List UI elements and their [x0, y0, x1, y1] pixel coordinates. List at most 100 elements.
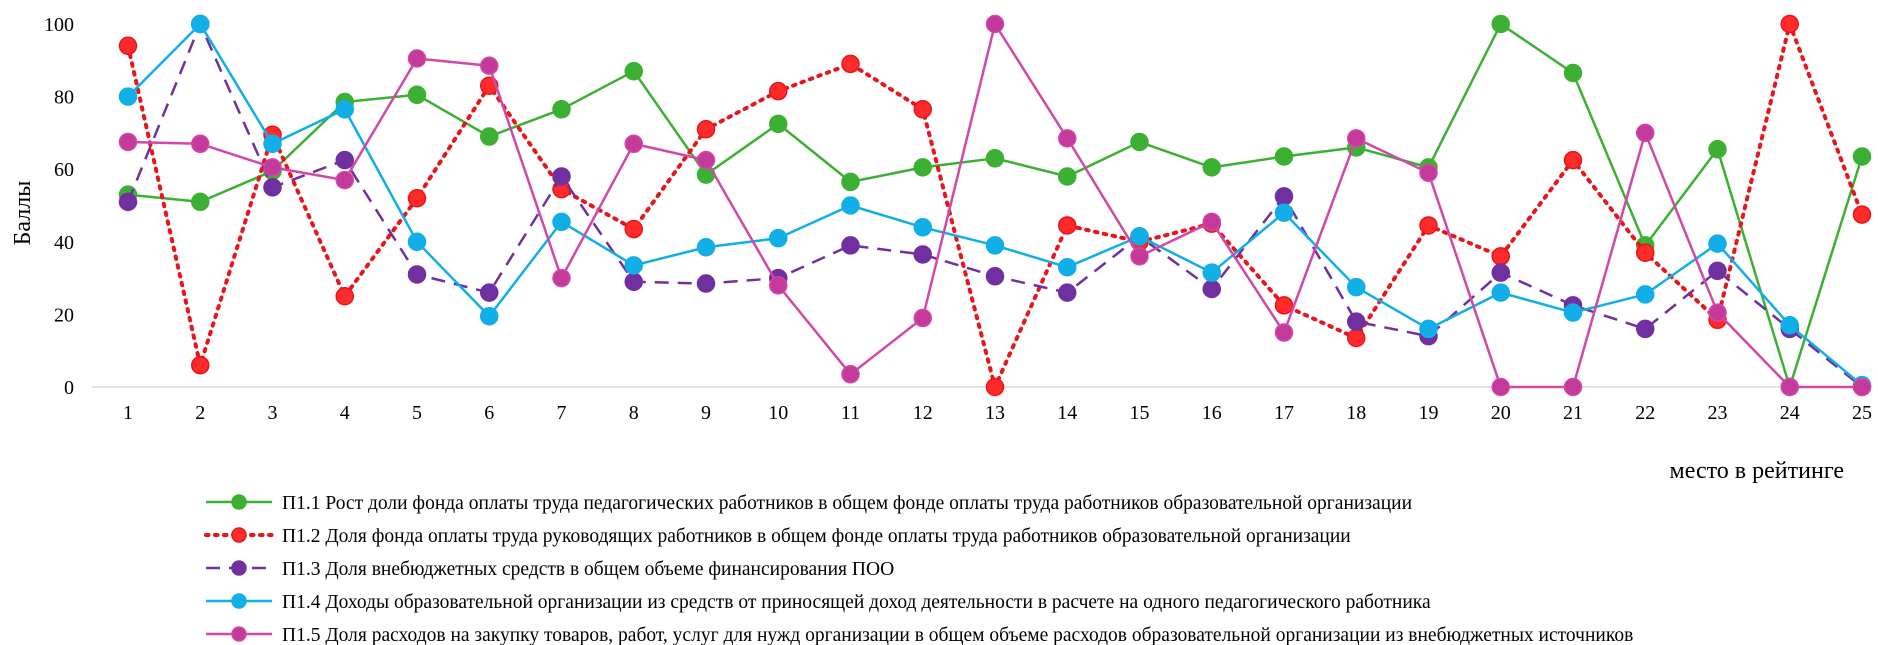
data-point	[696, 120, 716, 139]
plot-area	[92, 14, 1872, 397]
data-point	[985, 236, 1005, 255]
data-point	[191, 355, 210, 375]
data-point	[1130, 227, 1149, 246]
data-point	[335, 100, 354, 119]
data-point	[1274, 187, 1294, 206]
x-tick-label: 3	[268, 402, 278, 424]
x-tick-label: 6	[484, 402, 494, 424]
data-point	[1563, 303, 1583, 322]
series-line	[127, 22, 1864, 389]
data-point	[1708, 261, 1727, 281]
data-point	[1491, 263, 1510, 282]
x-tick-label: 16	[1202, 402, 1222, 424]
data-point	[552, 167, 571, 186]
data-point	[1491, 14, 1510, 34]
legend-label: П1.5 Доля расходов на закупку товаров, р…	[282, 625, 1633, 645]
data-point	[1274, 323, 1294, 342]
data-point	[118, 132, 138, 152]
legend-item: П1.2 Доля фонда оплаты труда руководящих…	[204, 526, 1351, 547]
data-point	[263, 158, 282, 177]
x-axis-title: место в рейтинге	[1670, 458, 1844, 484]
data-point	[1636, 123, 1655, 143]
x-tick-label: 2	[195, 402, 205, 424]
data-point	[1274, 147, 1294, 166]
data-point	[769, 114, 788, 134]
data-point	[335, 150, 354, 170]
x-tick-label: 10	[768, 402, 788, 424]
data-point	[1202, 279, 1221, 299]
x-tick-label: 19	[1419, 402, 1439, 424]
data-point	[841, 196, 860, 215]
series-5	[118, 14, 1872, 397]
data-point	[1636, 319, 1655, 339]
x-axis-ticks: 1 2 3 4 5 6 7 8 9 10 11 12 13 14 15 16 17 18 19 20 21 22 23 24 2…	[123, 402, 1872, 424]
data-point	[263, 134, 282, 154]
data-point	[1419, 216, 1438, 235]
series-line	[127, 22, 1862, 389]
legend-item: П1.4 Доходы образовательной организации …	[206, 592, 1431, 613]
data-point	[1058, 129, 1077, 148]
data-point	[769, 228, 788, 248]
data-point	[335, 170, 354, 190]
data-point	[1274, 203, 1294, 223]
x-tick-label: 23	[1708, 402, 1728, 424]
series-line	[126, 22, 1863, 388]
data-point	[480, 306, 499, 326]
data-point	[624, 134, 643, 154]
data-point	[335, 287, 354, 306]
x-tick-label: 24	[1780, 402, 1800, 424]
data-point	[1130, 132, 1149, 152]
data-point	[1274, 296, 1294, 315]
data-point	[1491, 247, 1510, 266]
data-point	[1347, 312, 1366, 331]
y-axis-ticks: 0 20 40 60 80 100	[44, 14, 74, 399]
data-point	[1563, 150, 1583, 170]
data-point	[1419, 319, 1438, 339]
x-tick-label: 4	[340, 402, 350, 424]
legend-label: П1.1 Рост доли фонда оплаты труда педаго…	[282, 493, 1412, 514]
data-point	[769, 81, 788, 101]
series-line	[126, 22, 1864, 389]
data-point	[696, 237, 716, 257]
x-tick-label: 21	[1563, 402, 1583, 424]
data-point	[1202, 263, 1221, 282]
data-point	[841, 236, 860, 255]
data-point	[985, 149, 1005, 168]
data-point	[552, 268, 571, 288]
data-point	[407, 265, 427, 284]
legend-item: П1.5 Доля расходов на закупку товаров, р…	[206, 625, 1633, 645]
data-point	[1780, 14, 1799, 34]
data-point	[407, 85, 427, 105]
data-point	[1202, 212, 1221, 232]
data-point	[1563, 63, 1583, 83]
x-tick-label: 17	[1274, 402, 1294, 424]
legend-marker	[231, 593, 247, 609]
data-point	[191, 134, 210, 154]
data-point	[1852, 147, 1872, 166]
x-tick-label: 18	[1346, 402, 1366, 424]
y-axis-title: Баллы	[10, 181, 36, 246]
y-tick-label: 40	[54, 232, 74, 254]
x-tick-label: 11	[841, 402, 860, 424]
x-tick-label: 9	[701, 402, 711, 424]
x-tick-label: 25	[1852, 402, 1872, 424]
data-point	[1780, 377, 1799, 397]
x-tick-label: 14	[1057, 402, 1077, 424]
data-point	[552, 100, 571, 119]
series-2	[118, 14, 1872, 397]
legend-label: П1.2 Доля фонда оплаты труда руководящих…	[282, 526, 1351, 547]
data-point	[985, 267, 1005, 286]
data-point	[1563, 377, 1583, 397]
legend-label: П1.4 Доходы образовательной организации …	[282, 592, 1431, 613]
x-tick-label: 12	[913, 402, 933, 424]
y-tick-label: 60	[54, 159, 74, 181]
data-point	[1708, 303, 1727, 322]
data-point	[696, 150, 716, 170]
data-point	[118, 192, 138, 212]
data-point	[696, 274, 716, 293]
data-point	[407, 232, 427, 252]
data-point	[1130, 247, 1149, 266]
data-point	[769, 276, 788, 295]
data-point	[1419, 163, 1438, 183]
